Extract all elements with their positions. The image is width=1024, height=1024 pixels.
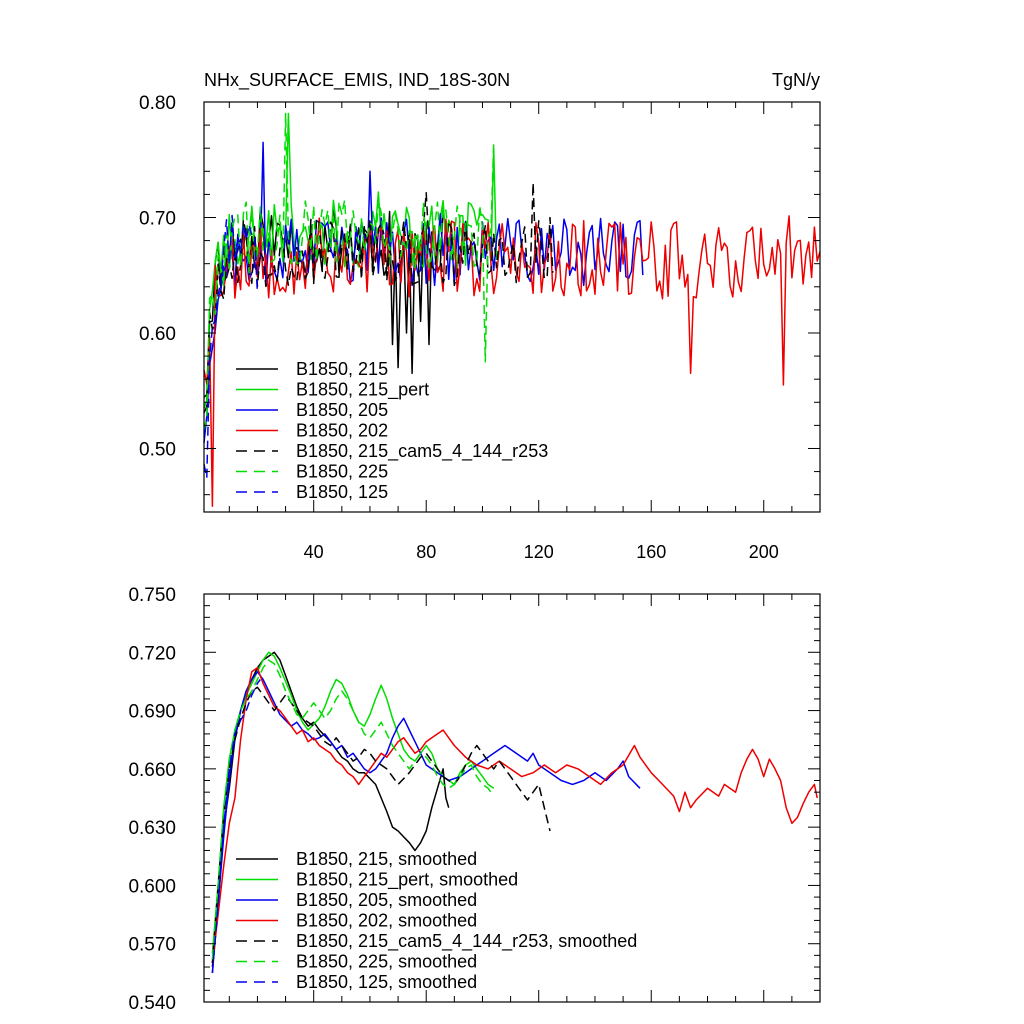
y-tick-label: 0.600 — [128, 876, 176, 897]
series-group-top — [203, 112, 821, 507]
x-tick-label: 40 — [304, 542, 324, 562]
units-label: TgN/y — [772, 70, 820, 90]
legend-label: B1850, 225, smoothed — [296, 952, 477, 972]
x-tick-label: 160 — [636, 542, 666, 562]
y-tick-label: 0.540 — [128, 993, 176, 1014]
legend-label: B1850, 215_cam5_4_144_r253 — [296, 441, 548, 462]
legend-label: B1850, 225 — [296, 462, 388, 482]
legend-label: B1850, 202, smoothed — [296, 911, 477, 931]
y-tick-label: 0.720 — [128, 643, 176, 664]
series-line-0-3 — [203, 215, 821, 507]
series-line-1-2 — [211, 670, 641, 973]
x-tick-label: 120 — [524, 542, 554, 562]
plot-frame-bottom — [203, 593, 821, 1003]
y-tick-label: 0.750 — [128, 585, 176, 606]
series-line-1-3 — [211, 667, 818, 964]
panel-top: NHx_SURFACE_EMIS, IND_18S-30N TgN/y 40 80… — [139, 70, 821, 562]
legend-label: B1850, 202 — [296, 421, 388, 441]
legend-label: B1850, 215_pert — [296, 380, 429, 401]
series-line-1-4 — [211, 686, 551, 964]
x-tick-label: 80 — [416, 542, 436, 562]
ticks-top: 40 80 120 160 200 0.50 0.60 0.70 0.80 — [139, 93, 820, 562]
legend-label: B1850, 205 — [296, 400, 388, 420]
y-tick-label: 0.50 — [139, 439, 176, 460]
legend-label: B1850, 205, smoothed — [296, 890, 477, 910]
legend-label: B1850, 125 — [296, 482, 388, 502]
legend-label: B1850, 215, smoothed — [296, 849, 477, 869]
y-tick-label: 0.70 — [139, 208, 176, 229]
legend-label: B1850, 215 — [296, 359, 388, 379]
legend-label: B1850, 215_pert, smoothed — [296, 870, 518, 891]
ticks-bottom: 0.540 0.570 0.600 0.630 0.660 0.690 0.720 0.750 — [128, 585, 820, 1014]
x-tick-label: 200 — [749, 542, 779, 562]
series-line-0-5 — [203, 112, 495, 431]
series-line-0-6 — [203, 214, 259, 479]
chart-title: NHx_SURFACE_EMIS, IND_18S-30N — [204, 70, 510, 91]
y-tick-label: 0.80 — [139, 93, 176, 114]
y-tick-label: 0.660 — [128, 760, 176, 781]
plot-frame-top — [203, 101, 821, 513]
legend-label: B1850, 125, smoothed — [296, 972, 477, 992]
legend-label: B1850, 215_cam5_4_144_r253, smoothed — [296, 931, 637, 952]
y-tick-label: 0.690 — [128, 702, 176, 723]
y-tick-label: 0.630 — [128, 818, 176, 839]
panel-bottom: 0.540 0.570 0.600 0.630 0.660 0.690 0.720 0.750… — [128, 585, 821, 1014]
series-line-1-5 — [211, 659, 492, 960]
y-tick-label: 0.570 — [128, 935, 176, 956]
y-tick-label: 0.60 — [139, 324, 176, 345]
series-line-0-4 — [203, 182, 554, 414]
series-group-bottom — [211, 651, 818, 973]
